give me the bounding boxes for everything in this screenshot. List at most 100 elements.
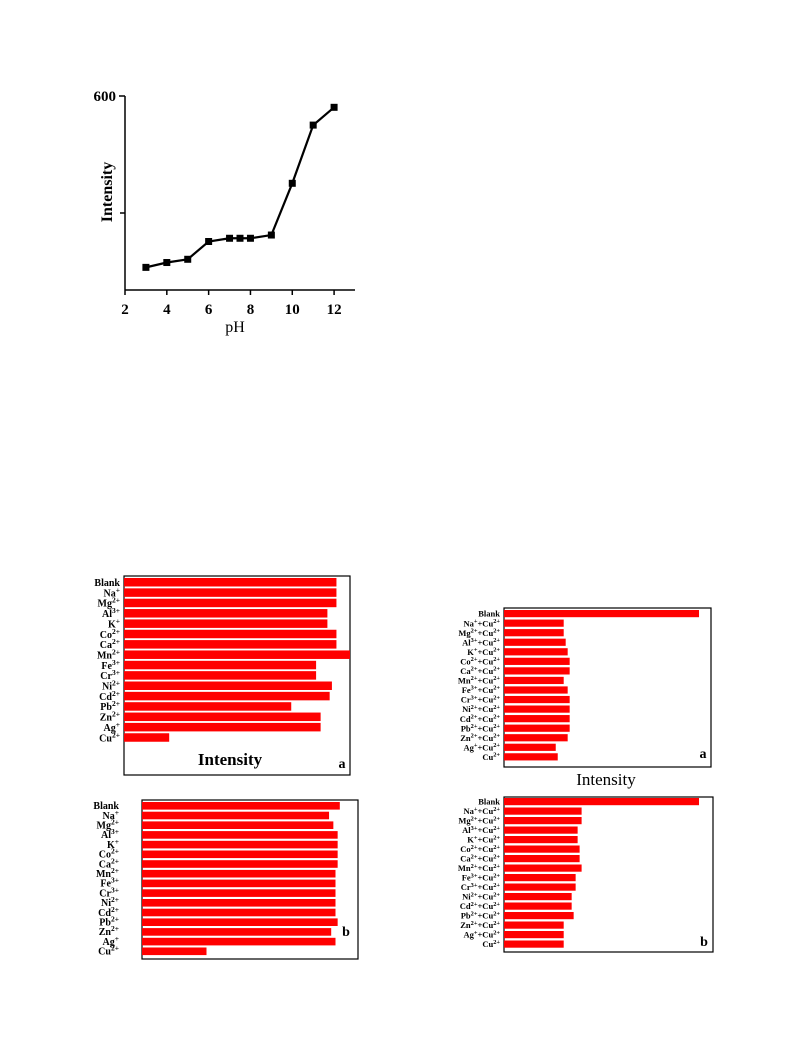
panel-label: b xyxy=(342,925,350,940)
bar xyxy=(504,921,564,929)
right-intensity-label: Intensity xyxy=(576,770,636,789)
data-point xyxy=(288,179,296,187)
x-tick-label: 6 xyxy=(205,302,213,318)
category-label: Fe3+​+Cu2+​ xyxy=(462,685,501,695)
bar xyxy=(124,671,317,680)
category-label: Pb2+​+Cu2+​ xyxy=(461,910,501,920)
y-tick-label: 600 xyxy=(94,89,117,105)
bar xyxy=(124,629,337,639)
bar xyxy=(124,702,292,711)
bar xyxy=(504,864,582,872)
panel-label: a xyxy=(339,757,346,772)
x-tick-label: 4 xyxy=(163,302,171,318)
bar xyxy=(142,928,332,936)
bar xyxy=(504,610,700,618)
category-label: Co2+​ xyxy=(99,847,119,861)
data-point xyxy=(246,234,254,242)
category-label: Al3+​ xyxy=(101,827,119,841)
category-label: Zn2+​ xyxy=(99,924,119,938)
category-label: Cu2+​ xyxy=(482,939,500,949)
category-label: Ni2+​ xyxy=(102,679,120,693)
bar xyxy=(142,840,338,849)
data-point xyxy=(236,234,244,242)
data-point xyxy=(226,234,234,242)
bar xyxy=(504,845,580,853)
bar xyxy=(504,648,568,656)
category-label: Ag+​+Cu2+​ xyxy=(463,929,500,939)
category-label: K+​ xyxy=(108,616,120,630)
bar xyxy=(124,722,321,732)
bar xyxy=(504,798,700,806)
ph-line-chart: 600 Intensity pH 2 4 6 8 10 12 xyxy=(94,89,355,336)
category-label: Blank xyxy=(478,609,500,619)
bar xyxy=(504,734,568,742)
bar xyxy=(504,874,576,882)
bar xyxy=(142,899,336,907)
panel-label: a xyxy=(700,747,707,762)
category-label: Blank xyxy=(478,797,500,807)
category-label: Ag+​+Cu2+​ xyxy=(463,742,500,752)
category-label: Zn2+​ xyxy=(100,710,120,724)
bar xyxy=(504,931,564,939)
bar xyxy=(142,869,336,878)
bar xyxy=(504,695,570,704)
bar xyxy=(142,937,336,946)
category-label: Zn2+​+Cu2+​ xyxy=(460,732,500,742)
category-label: Cr3+​+Cu2+​ xyxy=(461,694,501,704)
x-axis-label: pH xyxy=(225,319,245,336)
bar xyxy=(504,715,570,723)
bar xyxy=(124,619,328,628)
data-point xyxy=(205,238,213,245)
bar xyxy=(124,733,170,742)
category-label: Cu2+​ xyxy=(482,752,500,762)
x-tick-label: 10 xyxy=(285,302,300,318)
bar xyxy=(142,889,336,897)
bar xyxy=(504,676,564,685)
category-label: Na+​ xyxy=(102,808,119,822)
category-label: Mg2+​ xyxy=(98,596,120,610)
left-intensity-label: Intensity xyxy=(198,750,263,769)
bar xyxy=(142,860,338,868)
category-label: Cr3+​ xyxy=(100,668,120,682)
category-label: Fe3+​ xyxy=(100,876,119,890)
bar xyxy=(504,940,564,948)
bar-panel-right-b: BlankNa+​+Cu2+​Mg2+​+Cu2+​Al3+​+Cu2+​K+​… xyxy=(458,796,714,953)
category-label: Cu2+​ xyxy=(98,944,119,958)
bar xyxy=(504,902,572,910)
category-label: Ni2+​+Cu2+​ xyxy=(462,704,500,714)
category-label: Mg2+​ xyxy=(97,818,119,832)
data-point xyxy=(184,255,192,263)
data-point xyxy=(330,103,338,111)
bar-panel-left-b: BlankNa+​Mg2+​Al3+​K+​Co2+​Ca2+​Mn2+​Fe3… xyxy=(93,799,359,960)
bar xyxy=(124,640,337,649)
category-label: Fe3+​ xyxy=(101,658,120,672)
bar xyxy=(504,657,570,665)
bar xyxy=(124,578,337,587)
bar xyxy=(124,681,332,690)
category-label: Ni2+​+Cu2+​ xyxy=(462,891,500,901)
category-label: Pb2+​ xyxy=(100,699,120,713)
bar-panel-right-a: BlankNa+​+Cu2+​Mg2+​+Cu2+​Al3+​+Cu2+​K+​… xyxy=(458,607,712,768)
bar xyxy=(124,588,337,597)
bar xyxy=(504,686,568,694)
bar xyxy=(504,893,572,901)
bar xyxy=(504,619,564,627)
x-tick-label: 8 xyxy=(247,302,255,318)
category-label: Mn2+​+Cu2+​ xyxy=(458,863,500,873)
bar xyxy=(142,821,334,829)
bar-panel-left-a: BlankNa+​Mg2+​Al3+​K+​Co2+​Ca2+​Mn2+​Fe3… xyxy=(94,575,351,776)
series-line xyxy=(145,106,335,269)
data-point xyxy=(309,121,317,129)
bar xyxy=(142,947,207,956)
category-label: Ni2+​ xyxy=(101,895,119,909)
category-label: Ca2+​ xyxy=(100,637,120,651)
bar xyxy=(504,667,570,675)
bar xyxy=(142,802,340,810)
category-label: K+​+Cu2+​ xyxy=(467,647,500,657)
category-label: Mn2+​ xyxy=(97,647,120,661)
category-label: Mg2+​+Cu2+​ xyxy=(458,815,500,825)
bar xyxy=(504,912,574,920)
category-label: Ca2+​+Cu2+​ xyxy=(460,853,500,863)
bar xyxy=(142,879,336,888)
